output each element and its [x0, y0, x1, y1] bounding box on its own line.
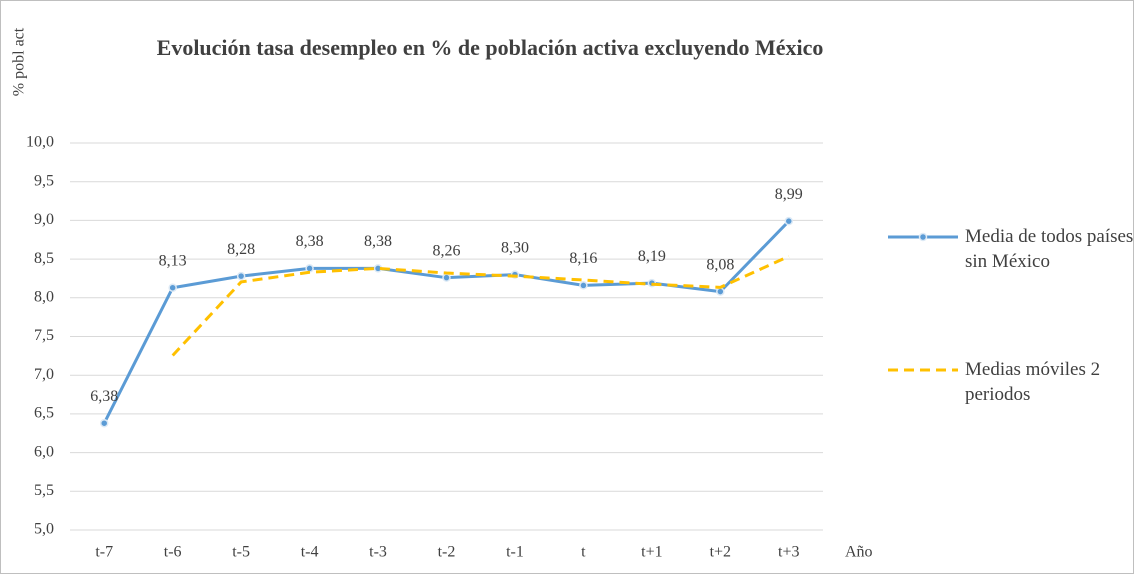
x-tick-label: t [581, 544, 586, 561]
y-tick-label: 9,0 [34, 211, 54, 228]
x-tick-label: t-5 [232, 544, 250, 561]
point-marker [236, 271, 246, 281]
data-label: 8,08 [706, 256, 734, 273]
x-tick-label: t-1 [506, 544, 524, 561]
data-label: 8,38 [364, 233, 392, 250]
x-tick-label: t-7 [95, 544, 113, 561]
x-tick-label: t-6 [164, 544, 182, 561]
x-tick-label: t+3 [778, 544, 799, 561]
data-label: 8,38 [296, 233, 324, 250]
y-tick-label: 5,0 [34, 521, 54, 538]
point-marker [442, 273, 451, 282]
x-tick-label: t-3 [369, 544, 387, 561]
chart-title: Evolución tasa desempleo en % de poblaci… [157, 35, 824, 60]
y-axis-label: % pobl act [11, 27, 28, 96]
x-axis-label: Año [845, 544, 873, 561]
series-line [171, 255, 790, 357]
data-label: 8,28 [227, 241, 255, 258]
y-tick-label: 8,0 [34, 288, 54, 305]
data-label: 6,38 [90, 388, 118, 405]
y-tick-label: 9,5 [34, 172, 54, 189]
y-tick-label: 7,0 [34, 366, 54, 383]
point-marker [99, 418, 109, 428]
data-label: 8,99 [775, 186, 803, 203]
y-tick-label: 6,5 [34, 405, 54, 422]
y-tick-label: 6,0 [34, 443, 54, 460]
x-tick-label: t+1 [641, 544, 662, 561]
x-tick-label: t-4 [301, 544, 319, 561]
x-tick-label: t+2 [710, 544, 731, 561]
y-tick-label: 5,5 [34, 482, 54, 499]
data-label: 8,16 [569, 250, 597, 267]
data-label: 8,26 [433, 242, 461, 259]
legend-label: Media de todos países sin México [965, 226, 1134, 272]
point-marker [716, 287, 725, 296]
data-label: 8,13 [159, 252, 187, 269]
y-tick-label: 8,5 [34, 250, 54, 267]
point-marker [784, 216, 794, 226]
legend-label: Medias móviles 2 periodos [965, 359, 1101, 405]
point-marker [168, 283, 177, 292]
point-marker [579, 281, 588, 290]
data-label: 8,30 [501, 239, 529, 256]
y-tick-label: 10,0 [26, 134, 54, 151]
legend-marker [918, 232, 928, 242]
x-tick-label: t-2 [438, 544, 456, 561]
y-tick-label: 7,5 [34, 327, 54, 344]
data-label: 8,19 [638, 248, 666, 265]
